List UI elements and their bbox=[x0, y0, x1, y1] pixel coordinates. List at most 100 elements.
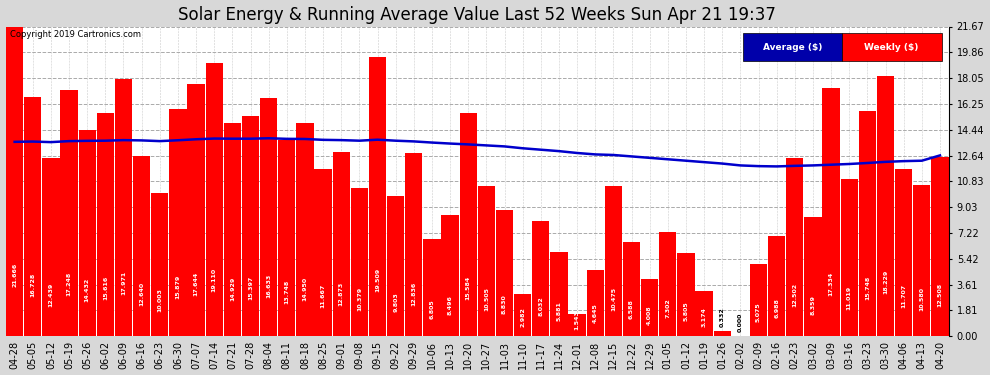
Bar bbox=[877, 76, 894, 336]
Text: 18.229: 18.229 bbox=[883, 270, 888, 294]
Bar bbox=[623, 242, 641, 336]
Text: 15.879: 15.879 bbox=[175, 275, 180, 299]
Text: 6.988: 6.988 bbox=[774, 298, 779, 318]
Bar bbox=[315, 170, 332, 336]
Text: 17.334: 17.334 bbox=[829, 272, 834, 296]
Bar bbox=[206, 63, 223, 336]
Text: 12.836: 12.836 bbox=[411, 282, 417, 306]
Bar bbox=[333, 152, 349, 336]
Bar bbox=[387, 196, 404, 336]
Text: 8.032: 8.032 bbox=[539, 296, 544, 316]
Text: 1.543: 1.543 bbox=[574, 310, 579, 330]
Text: 4.645: 4.645 bbox=[593, 303, 598, 323]
Bar bbox=[659, 232, 676, 336]
Bar bbox=[78, 130, 96, 336]
Text: 6.588: 6.588 bbox=[629, 299, 634, 319]
Text: 15.584: 15.584 bbox=[465, 276, 470, 300]
Text: 8.830: 8.830 bbox=[502, 295, 507, 314]
Bar bbox=[478, 186, 495, 336]
Bar bbox=[696, 291, 713, 336]
Bar bbox=[841, 179, 858, 336]
Text: 17.248: 17.248 bbox=[66, 272, 71, 296]
Text: 5.805: 5.805 bbox=[683, 301, 688, 321]
Bar bbox=[169, 109, 186, 336]
Bar bbox=[43, 158, 59, 336]
Bar bbox=[278, 140, 295, 336]
Text: 0.332: 0.332 bbox=[720, 308, 725, 327]
Bar bbox=[786, 158, 804, 336]
Text: 16.633: 16.633 bbox=[266, 273, 271, 298]
Bar bbox=[932, 158, 948, 336]
Text: 19.110: 19.110 bbox=[212, 268, 217, 292]
Text: 2.982: 2.982 bbox=[520, 307, 525, 327]
Bar bbox=[6, 27, 23, 336]
Text: 14.432: 14.432 bbox=[85, 278, 90, 302]
Text: 10.003: 10.003 bbox=[157, 288, 162, 312]
Bar bbox=[714, 332, 731, 336]
Text: 15.748: 15.748 bbox=[865, 275, 870, 300]
Bar bbox=[605, 186, 622, 336]
Bar bbox=[296, 123, 314, 336]
Text: 10.580: 10.580 bbox=[920, 286, 925, 310]
Text: 0.000: 0.000 bbox=[738, 312, 742, 332]
Bar bbox=[442, 215, 458, 336]
Title: Solar Energy & Running Average Value Last 52 Weeks Sun Apr 21 19:37: Solar Energy & Running Average Value Las… bbox=[178, 6, 776, 24]
Bar bbox=[895, 169, 913, 336]
Text: Weekly ($): Weekly ($) bbox=[864, 43, 919, 52]
Text: 11.019: 11.019 bbox=[846, 286, 851, 310]
Bar bbox=[913, 185, 931, 336]
Bar bbox=[550, 252, 567, 336]
Bar bbox=[587, 270, 604, 336]
Text: 4.008: 4.008 bbox=[647, 305, 652, 325]
Text: 12.502: 12.502 bbox=[792, 282, 797, 306]
Bar bbox=[642, 279, 658, 336]
Bar bbox=[369, 57, 386, 336]
Text: 19.509: 19.509 bbox=[375, 267, 380, 291]
Text: 10.505: 10.505 bbox=[484, 287, 489, 311]
Text: 5.075: 5.075 bbox=[756, 303, 761, 322]
Text: 6.805: 6.805 bbox=[430, 299, 435, 319]
Text: 9.803: 9.803 bbox=[393, 292, 398, 312]
Bar bbox=[749, 264, 767, 336]
Bar bbox=[133, 156, 150, 336]
Text: 17.971: 17.971 bbox=[121, 271, 126, 295]
Text: 12.439: 12.439 bbox=[49, 282, 53, 307]
Bar bbox=[115, 80, 132, 336]
Text: 14.950: 14.950 bbox=[302, 277, 308, 301]
Text: Copyright 2019 Cartronics.com: Copyright 2019 Cartronics.com bbox=[10, 30, 142, 39]
Bar bbox=[260, 99, 277, 336]
Text: 12.873: 12.873 bbox=[339, 282, 344, 306]
Bar bbox=[224, 123, 241, 336]
Text: 11.707: 11.707 bbox=[901, 284, 906, 308]
Text: 8.496: 8.496 bbox=[447, 295, 452, 315]
Bar bbox=[533, 221, 549, 336]
Bar bbox=[187, 84, 205, 336]
Bar bbox=[804, 217, 822, 336]
Text: Average ($): Average ($) bbox=[762, 43, 822, 52]
Bar bbox=[768, 236, 785, 336]
Bar bbox=[858, 111, 876, 336]
Bar bbox=[242, 116, 259, 336]
Text: 17.644: 17.644 bbox=[194, 271, 199, 296]
Text: 7.302: 7.302 bbox=[665, 298, 670, 318]
Text: 11.667: 11.667 bbox=[321, 284, 326, 308]
Bar bbox=[405, 153, 423, 336]
Text: 3.174: 3.174 bbox=[702, 307, 707, 327]
Bar bbox=[823, 88, 840, 336]
Text: 13.748: 13.748 bbox=[284, 280, 289, 304]
Bar bbox=[459, 114, 477, 336]
Text: 8.359: 8.359 bbox=[811, 296, 816, 315]
Text: 21.666: 21.666 bbox=[12, 262, 17, 287]
Bar bbox=[568, 314, 586, 336]
Bar bbox=[496, 210, 513, 336]
Bar bbox=[514, 294, 532, 336]
Text: 10.379: 10.379 bbox=[356, 287, 362, 311]
Bar bbox=[424, 239, 441, 336]
FancyBboxPatch shape bbox=[743, 33, 842, 61]
Text: 12.640: 12.640 bbox=[140, 282, 145, 306]
Text: 15.616: 15.616 bbox=[103, 276, 108, 300]
Bar bbox=[151, 193, 168, 336]
Bar bbox=[350, 188, 368, 336]
Bar bbox=[60, 90, 77, 336]
Bar bbox=[97, 113, 114, 336]
